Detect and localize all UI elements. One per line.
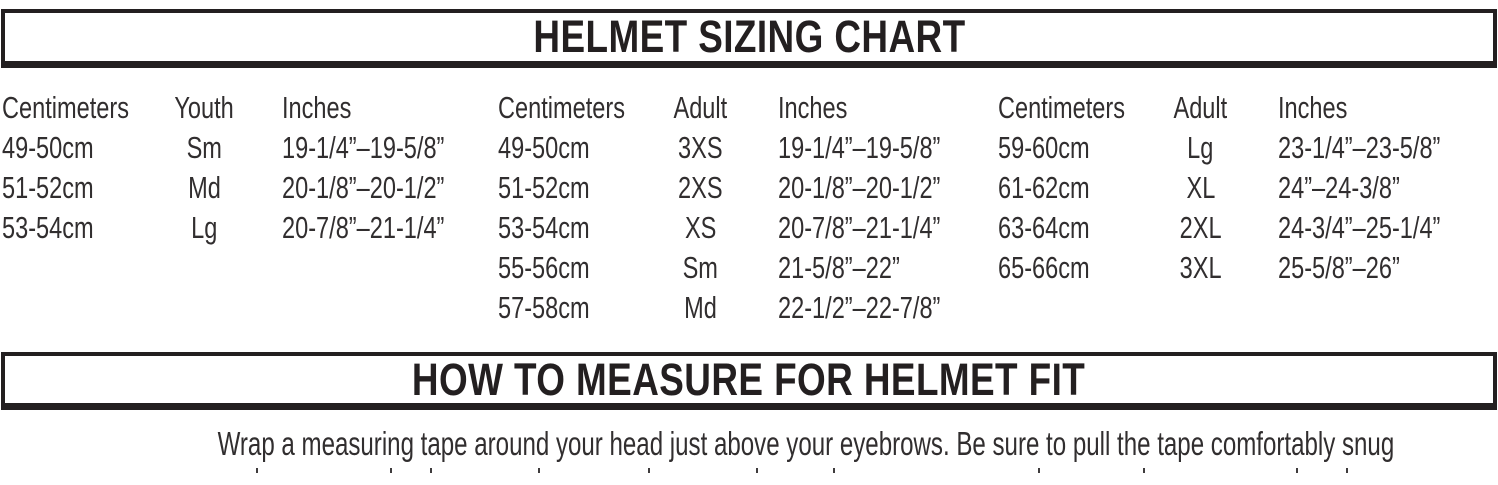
measuring-instruction-text: Wrap a measuring tape around your head j… (217, 425, 1395, 462)
helmet-sizing-chart-banner: HELMET SIZING CHART (1, 9, 1497, 68)
size-value: XS (684, 210, 717, 245)
table-row: 51-52cm 2XS 20-1/8”–20-1/2” (498, 168, 988, 208)
inches-value: 24”–24-3/8” (1278, 170, 1400, 205)
table-row: 55-56cm Sm 21-5/8”–22” (498, 248, 988, 288)
col-header-centimeters: Centimeters (498, 90, 626, 125)
table-header-row: Centimeters Adult Inches (998, 88, 1498, 128)
table-header-row: Centimeters Adult Inches (498, 88, 988, 128)
inches-value: 20-1/8”–20-1/2” (778, 170, 941, 205)
table-row: 49-50cm 3XS 19-1/4”–19-5/8” (498, 128, 988, 168)
inches-value: 19-1/4”–19-5/8” (282, 130, 445, 165)
cropped-next-line-remnant (0, 468, 2, 473)
sizing-table-adult-small: Centimeters Adult Inches 49-50cm 3XS 19-… (498, 88, 988, 328)
size-value: 3XS (678, 130, 723, 165)
col-header-inches: Inches (282, 90, 352, 125)
cm-value: 51-52cm (2, 170, 94, 205)
col-header-centimeters: Centimeters (998, 90, 1126, 125)
sizing-table-youth: Centimeters Youth Inches 49-50cm Sm 19-1… (2, 88, 474, 248)
page-title: HELMET SIZING CHART (532, 11, 966, 62)
col-header-adult: Adult (673, 90, 728, 125)
inches-value: 23-1/4”–23-5/8” (1278, 130, 1441, 165)
inches-value: 24-3/4”–25-1/4” (1278, 210, 1441, 245)
inches-value: 21-5/8”–22” (778, 250, 900, 285)
size-value: 3XL (1179, 250, 1222, 285)
table-row: 53-54cm Lg 20-7/8”–21-1/4” (2, 208, 474, 248)
size-value: Lg (1187, 130, 1214, 165)
cm-value: 53-54cm (2, 210, 94, 245)
size-value: Sm (682, 250, 719, 285)
col-header-youth: Youth (174, 90, 235, 125)
size-value: Sm (186, 130, 223, 165)
section-title: HOW TO MEASURE FOR HELMET FIT (412, 353, 1086, 405)
inches-value: 20-1/8”–20-1/2” (282, 170, 445, 205)
how-to-measure-banner: HOW TO MEASURE FOR HELMET FIT (1, 352, 1497, 410)
table-header-row: Centimeters Youth Inches (2, 88, 474, 128)
col-header-inches: Inches (1278, 90, 1348, 125)
cm-value: 63-64cm (998, 210, 1090, 245)
size-value: XL (1186, 170, 1215, 205)
cm-value: 49-50cm (2, 130, 94, 165)
inches-value: 20-7/8”–21-1/4” (282, 210, 445, 245)
size-value: Md (188, 170, 221, 205)
table-row: 63-64cm 2XL 24-3/4”–25-1/4” (998, 208, 1498, 248)
table-row: 57-58cm Md 22-1/2”–22-7/8” (498, 288, 988, 328)
inches-value: 20-7/8”–21-1/4” (778, 210, 941, 245)
inches-value: 25-5/8”–26” (1278, 250, 1400, 285)
cm-value: 61-62cm (998, 170, 1090, 205)
cm-value: 51-52cm (498, 170, 590, 205)
cm-value: 65-66cm (998, 250, 1090, 285)
table-row: 61-62cm XL 24”–24-3/8” (998, 168, 1498, 208)
inches-value: 22-1/2”–22-7/8” (778, 290, 941, 325)
inches-value: 19-1/4”–19-5/8” (778, 130, 941, 165)
table-row: 49-50cm Sm 19-1/4”–19-5/8” (2, 128, 474, 168)
cm-value: 53-54cm (498, 210, 590, 245)
table-row: 59-60cm Lg 23-1/4”–23-5/8” (998, 128, 1498, 168)
cm-value: 49-50cm (498, 130, 590, 165)
col-header-inches: Inches (778, 90, 848, 125)
col-header-adult: Adult (1173, 90, 1228, 125)
cm-value: 57-58cm (498, 290, 590, 325)
sizing-table-adult-large: Centimeters Adult Inches 59-60cm Lg 23-1… (998, 88, 1498, 288)
cm-value: 55-56cm (498, 250, 590, 285)
table-row: 51-52cm Md 20-1/8”–20-1/2” (2, 168, 474, 208)
col-header-centimeters: Centimeters (2, 90, 130, 125)
size-value: 2XL (1179, 210, 1222, 245)
table-row: 65-66cm 3XL 25-5/8”–26” (998, 248, 1498, 288)
size-value: 2XS (678, 170, 723, 205)
cm-value: 59-60cm (998, 130, 1090, 165)
size-value: Md (684, 290, 717, 325)
table-row: 53-54cm XS 20-7/8”–21-1/4” (498, 208, 988, 248)
size-value: Lg (191, 210, 218, 245)
